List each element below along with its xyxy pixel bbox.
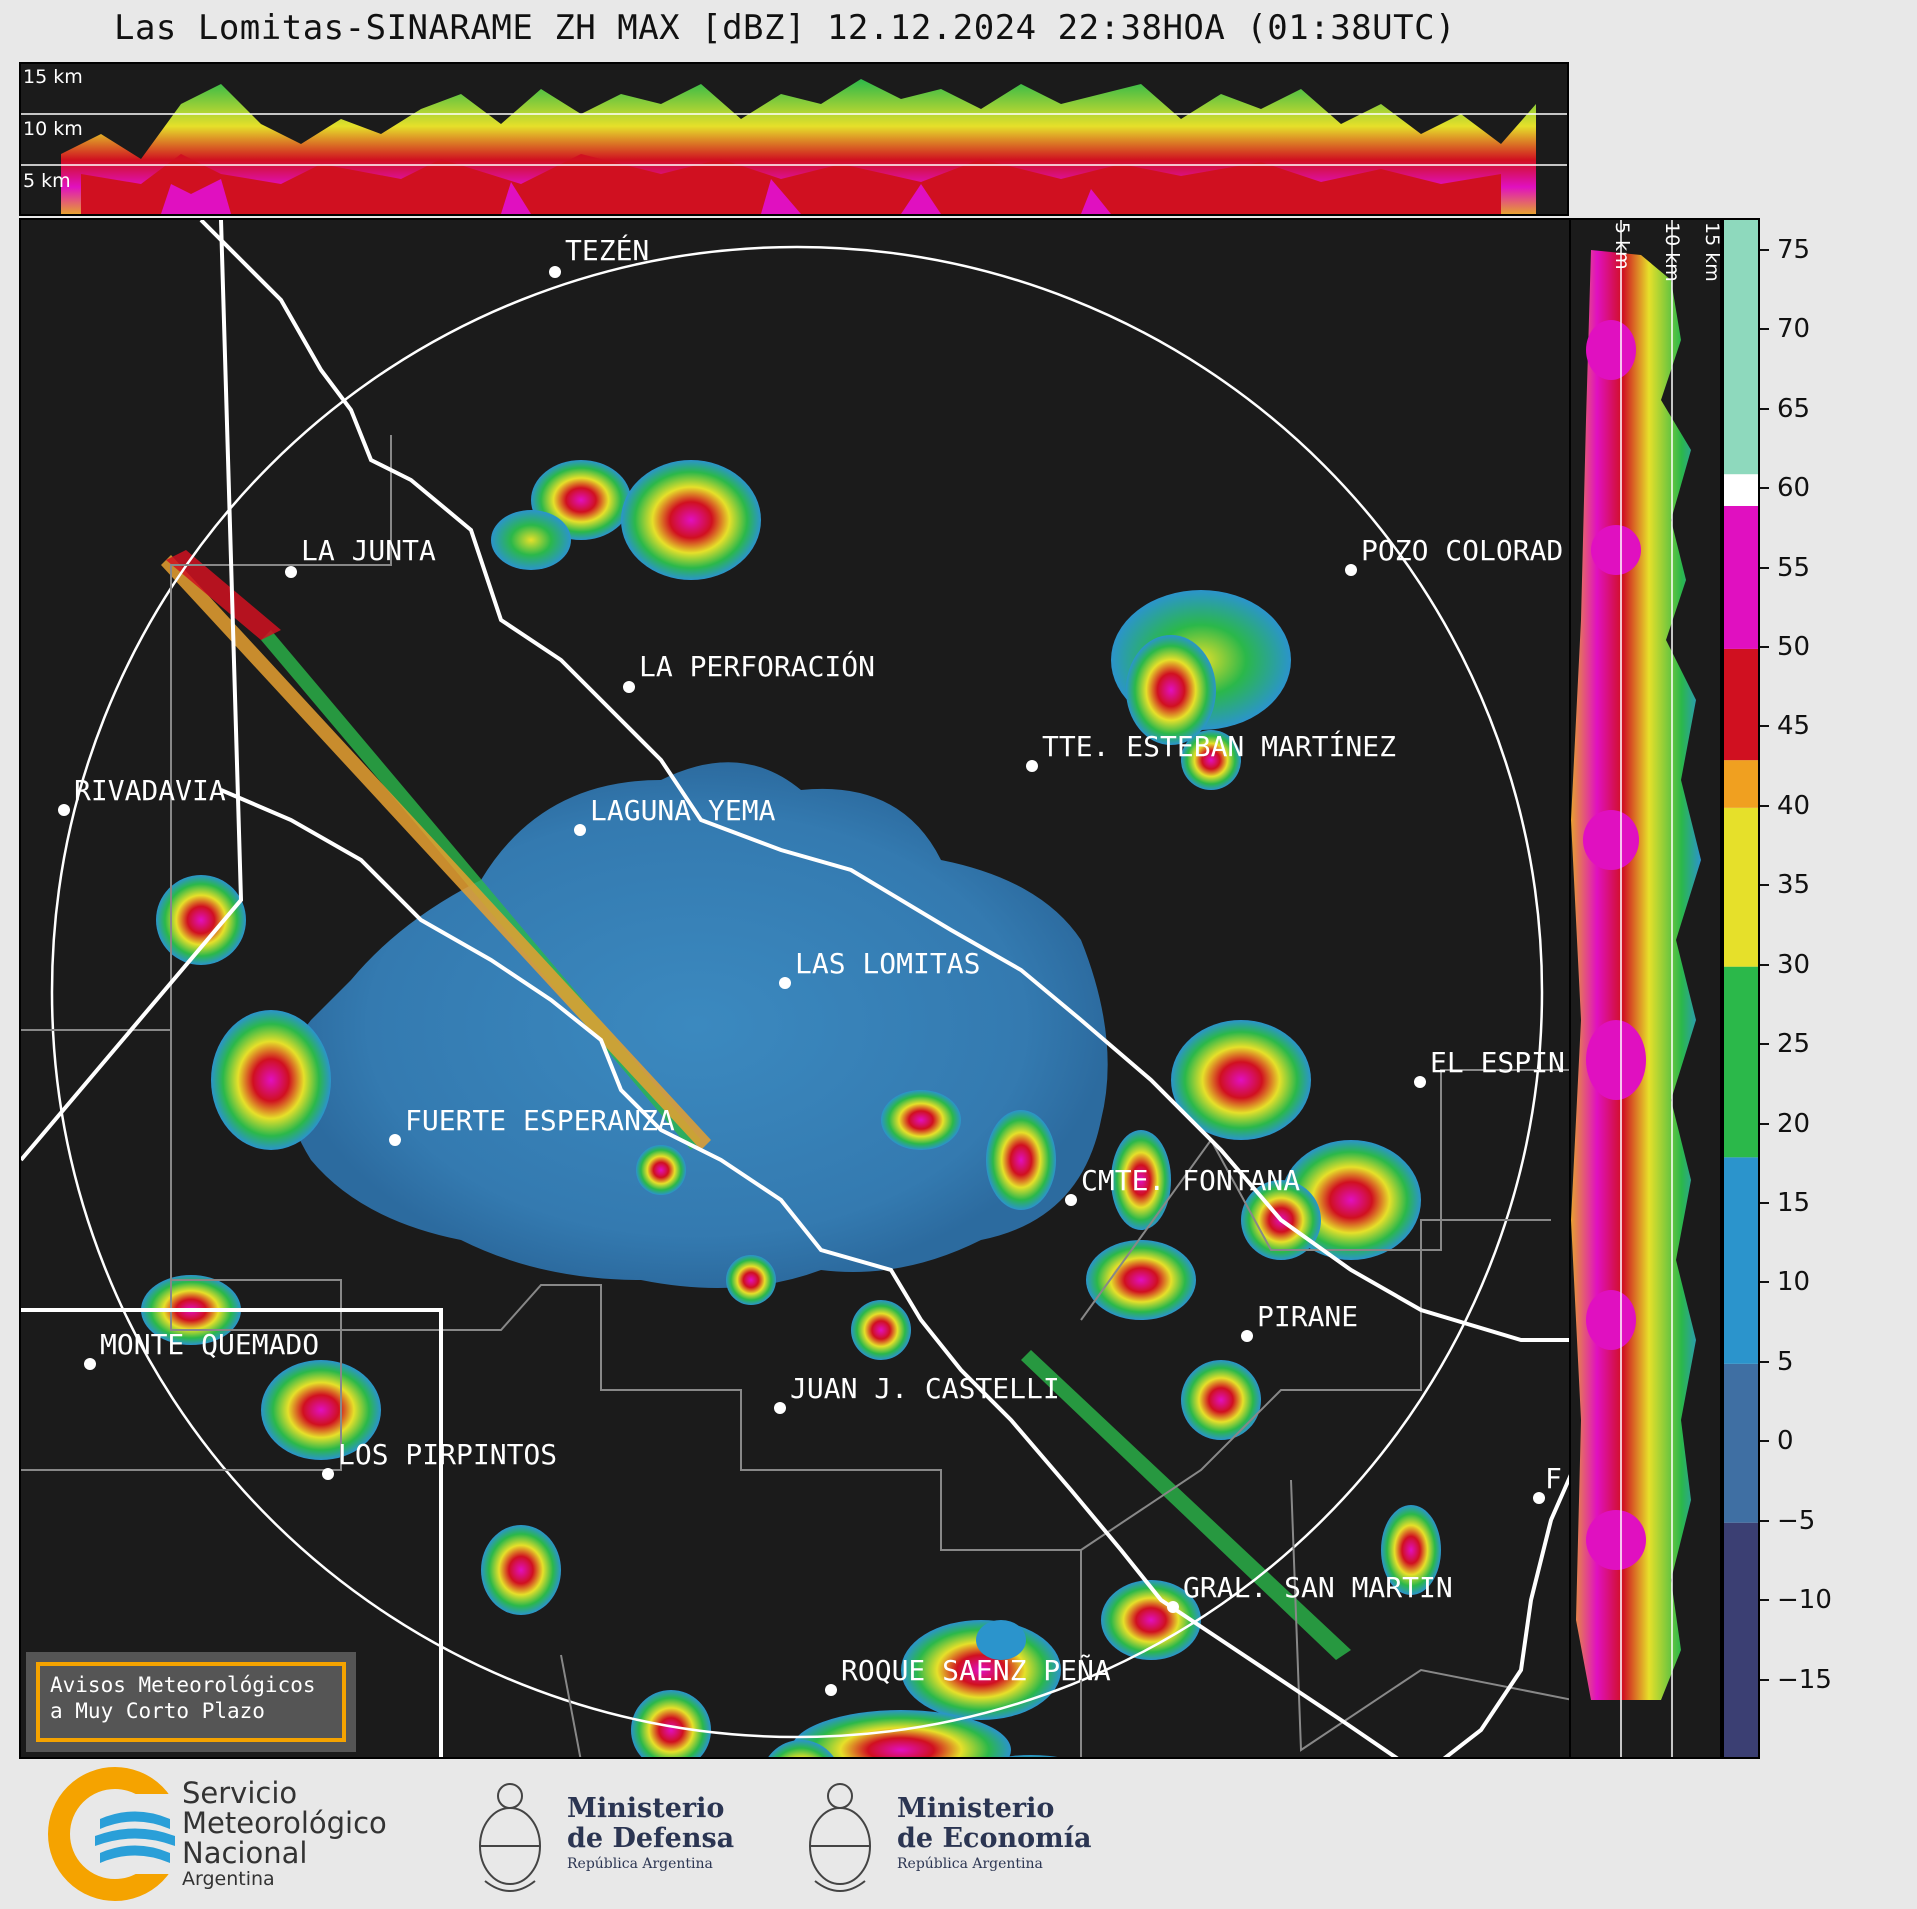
- city-label-tezen: TEZÉN: [565, 234, 650, 267]
- colorbar-graphic: [1724, 220, 1758, 1757]
- colorbar-ticks: 75 70 65 60 55 50 45 40 35 30 25 20 15 10 5 0 −5 −10 −15: [1760, 218, 1910, 1759]
- colorbar-tick-label: 0: [1760, 1426, 1794, 1456]
- city-label-roque-saenz-pena: ROQUE SAENZ PEÑA: [841, 1654, 1111, 1687]
- colorbar-band: [1724, 807, 1758, 967]
- map-title: Las Lomitas-SINARAME ZH MAX [dBZ] 12.12.…: [113, 8, 1457, 48]
- smn-line-4: Argentina: [182, 1868, 275, 1890]
- radar-map-graphic: [21, 220, 1569, 1757]
- city-label-los-pirpintos: LOS PIRPINTOS: [338, 1438, 558, 1471]
- colorbar-tick-label: 30: [1760, 950, 1810, 980]
- colorbar-tick-label: 20: [1760, 1109, 1810, 1139]
- colorbar-tick-label: 5: [1760, 1347, 1794, 1377]
- profile-label-15km: 15 km: [23, 66, 83, 88]
- city-label-cmte-fontana: CMTE. FONTANA: [1081, 1164, 1301, 1197]
- smn-logo-icon: [48, 1767, 195, 1901]
- colorbar-tick-label: 40: [1760, 791, 1810, 821]
- colorbar-band: [1724, 966, 1758, 1158]
- colorbar-tick-label: −5: [1760, 1506, 1815, 1536]
- colorbar-tick-label: 25: [1760, 1029, 1810, 1059]
- alert-box-frame: Avisos Meteorológicos a Muy Corto Plazo: [36, 1662, 346, 1742]
- colorbar-tick-label: −15: [1760, 1665, 1832, 1695]
- defensa-line-3: República Argentina: [567, 1856, 713, 1872]
- colorbar-tick-label: 10: [1760, 1267, 1810, 1297]
- economia-line-3: República Argentina: [897, 1856, 1043, 1872]
- city-label-la-junta: LA JUNTA: [301, 534, 436, 567]
- city-label-gral-san-martin: GRAL. SAN MARTIN: [1183, 1571, 1453, 1604]
- economia-coat-of-arms-icon: [809, 1783, 871, 1892]
- city-label-el-espinillo: EL ESPIN: [1430, 1046, 1565, 1079]
- defensa-coat-of-arms-icon: [479, 1783, 541, 1892]
- smn-line-3: Nacional: [182, 1836, 308, 1870]
- defensa-line-1: Ministerio: [567, 1793, 725, 1824]
- profile-label-5km: 5 km: [23, 170, 71, 192]
- city-label-rivadavia: RIVADAVIA: [74, 774, 226, 807]
- side-profile-label-10km: 10 km: [1661, 222, 1683, 282]
- alert-line-2: a Muy Corto Plazo: [50, 1699, 265, 1723]
- city-label-pirane: PIRANE: [1257, 1300, 1359, 1333]
- colorbar-tick-label: 55: [1760, 553, 1810, 583]
- colorbar-tick-label: −10: [1760, 1585, 1832, 1615]
- alert-line-1: Avisos Meteorológicos: [50, 1673, 316, 1697]
- footer-logos: Servicio Meteorológico Nacional Argentin…: [0, 1760, 1917, 1909]
- colorbar-tick-label: 45: [1760, 711, 1810, 741]
- colorbar-band: [1724, 474, 1758, 506]
- city-label-laguna-yema: LAGUNA YEMA: [590, 794, 776, 827]
- colorbar-band: [1724, 505, 1758, 649]
- side-profile-label-5km: 5 km: [1611, 222, 1633, 270]
- colorbar-tick-label: 35: [1760, 870, 1810, 900]
- city-label-la-perforacion: LA PERFORACIÓN: [639, 650, 876, 683]
- dbz-colorbar: [1722, 218, 1760, 1759]
- colorbar-band: [1724, 648, 1758, 761]
- smn-line-2: Meteorológico: [182, 1806, 387, 1840]
- colorbar-tick-label: 70: [1760, 314, 1810, 344]
- colorbar-tick-label: 60: [1760, 473, 1810, 503]
- top-height-profile: 15 km 10 km 5 km: [19, 62, 1569, 216]
- city-label-fuerte-esperanza: FUERTE ESPERANZA: [405, 1104, 675, 1137]
- side-profile-label-15km: 15 km: [1701, 222, 1722, 282]
- colorbar-band: [1724, 1157, 1758, 1364]
- city-label-juan-j-castelli: JUAN J. CASTELLI: [790, 1372, 1060, 1405]
- side-height-profile: 5 km 10 km 15 km: [1569, 218, 1722, 1759]
- smn-line-1: Servicio: [182, 1776, 298, 1810]
- economia-line-1: Ministerio: [897, 1793, 1055, 1824]
- defensa-line-2: de Defensa: [567, 1823, 735, 1854]
- colorbar-tick-label: 65: [1760, 394, 1810, 424]
- economia-line-2: de Economía: [897, 1823, 1092, 1854]
- colorbar-band: [1724, 220, 1758, 475]
- city-label-f: F: [1545, 1462, 1562, 1495]
- colorbar-band: [1724, 1363, 1758, 1523]
- top-profile-graphic: [21, 79, 1567, 214]
- colorbar-tick-label: 15: [1760, 1188, 1810, 1218]
- colorbar-band: [1724, 760, 1758, 808]
- alert-box: Avisos Meteorológicos a Muy Corto Plazo: [26, 1652, 356, 1752]
- profile-label-10km: 10 km: [23, 118, 83, 140]
- city-label-las-lomitas: LAS LOMITAS: [795, 947, 981, 980]
- colorbar-tick-label: 50: [1760, 632, 1810, 662]
- radar-map: TEZÉN LA JUNTA POZO COLORAD LA PERFORACI…: [19, 218, 1571, 1759]
- city-label-tte-esteban-martinez: TTE. ESTEBAN MARTÍNEZ: [1042, 730, 1397, 763]
- city-label-monte-quemado: MONTE QUEMADO: [100, 1328, 320, 1361]
- city-label-pozo-colorado: POZO COLORAD: [1361, 534, 1564, 567]
- side-profile-graphic: [1571, 220, 1701, 1757]
- colorbar-band: [1724, 1522, 1758, 1757]
- colorbar-tick-label: 75: [1760, 235, 1810, 265]
